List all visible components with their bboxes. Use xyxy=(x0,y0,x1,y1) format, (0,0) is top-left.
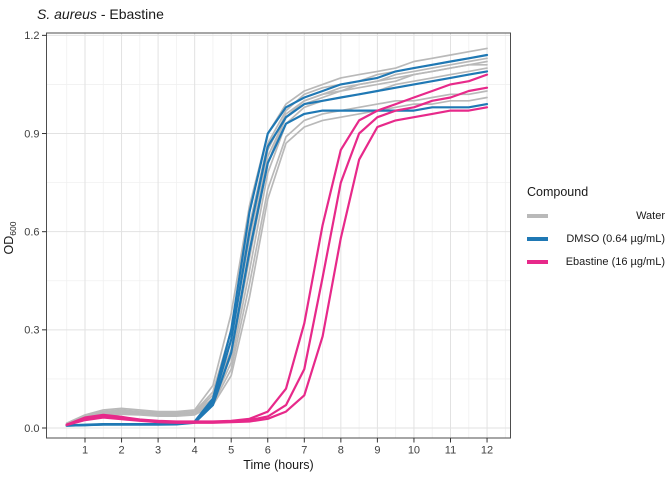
plot-title-compound: - Ebastine xyxy=(96,6,164,22)
legend-key-line xyxy=(527,214,548,218)
x-tick-label: 1 xyxy=(82,445,88,457)
series-line-dmso-3 xyxy=(65,102,489,427)
plot-title-organism: S. aureus xyxy=(37,6,97,22)
x-tick-label: 6 xyxy=(265,445,271,457)
x-tick-label: 3 xyxy=(155,445,161,457)
x-tick-label: 11 xyxy=(445,445,456,457)
legend-key-line xyxy=(527,260,548,264)
legend-item-ebastine: Ebastine (16 µg/mL) xyxy=(527,255,665,269)
y-axis-title: OD600 xyxy=(2,188,18,288)
panel-border xyxy=(46,32,511,439)
x-tick-label: 5 xyxy=(228,445,234,457)
legend-item-water: Water xyxy=(527,209,665,223)
legend-title: Compound xyxy=(527,185,589,199)
y-axis-title-subscript: 600 xyxy=(8,221,18,236)
plot-title: S. aureus - Ebastine xyxy=(37,6,164,22)
y-tick-label: 0.6 xyxy=(24,226,39,238)
y-tick-label: 0.9 xyxy=(24,128,39,140)
x-tick-label: 8 xyxy=(338,445,344,457)
x-tick-label: 10 xyxy=(408,445,420,457)
y-tick-label: 0.0 xyxy=(24,423,39,435)
series-line-ebastine-3 xyxy=(65,106,489,427)
x-tick-label: 9 xyxy=(374,445,380,457)
legend-label: Water xyxy=(636,210,665,222)
x-axis-title: Time (hours) xyxy=(243,458,314,472)
legend-item-dmso: DMSO (0.64 µg/mL) xyxy=(527,232,665,246)
x-tick-label: 4 xyxy=(192,445,198,457)
series-line-water-6 xyxy=(65,63,488,425)
y-tick-label: 0.3 xyxy=(24,325,39,337)
x-tick-label: 2 xyxy=(118,445,124,457)
panel-background xyxy=(46,33,511,438)
series-line-water-8 xyxy=(65,96,488,426)
legend: Compound Water DMSO (0.64 µg/mL) Ebastine … xyxy=(527,185,665,278)
x-tick-label: 12 xyxy=(481,445,493,457)
y-axis-title-main: OD xyxy=(2,235,16,255)
legend-rows: Water DMSO (0.64 µg/mL) Ebastine (16 µg/mL… xyxy=(527,209,665,269)
legend-key-line xyxy=(527,237,548,241)
legend-label: DMSO (0.64 µg/mL) xyxy=(566,233,665,245)
y-tick-label: 1.2 xyxy=(24,30,39,42)
legend-label: Ebastine (16 µg/mL) xyxy=(565,256,665,268)
x-tick-label: 7 xyxy=(301,445,307,457)
